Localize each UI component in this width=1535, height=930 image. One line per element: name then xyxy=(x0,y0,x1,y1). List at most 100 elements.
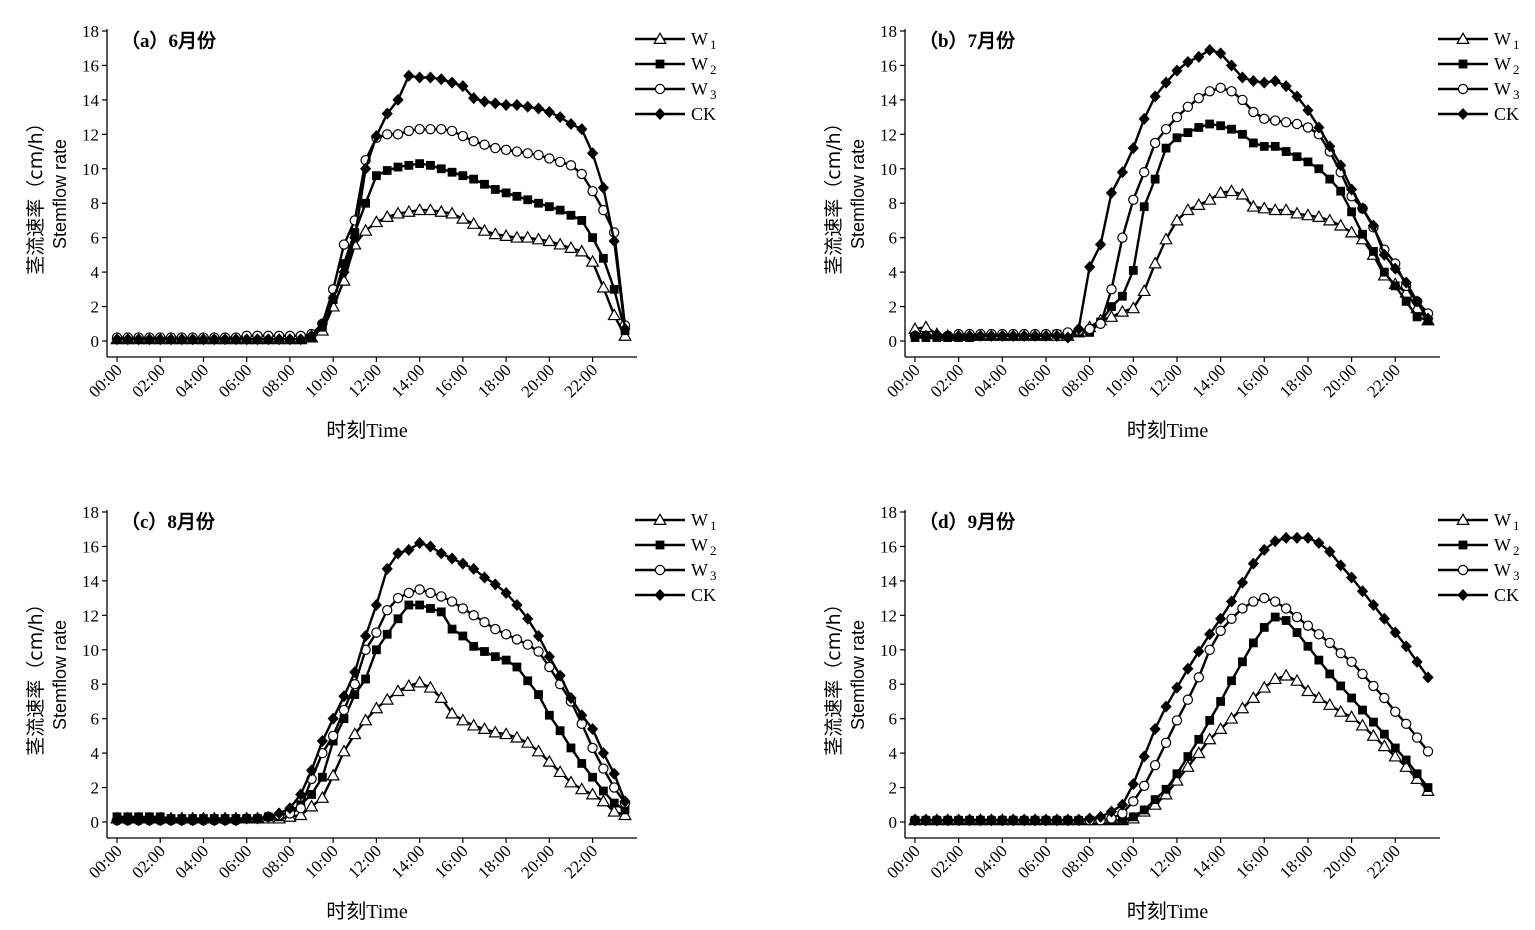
x-tick-label: 20:00 xyxy=(517,360,558,401)
data-point xyxy=(1280,117,1292,128)
data-point xyxy=(1084,323,1095,335)
data-point xyxy=(1279,669,1293,681)
data-point xyxy=(446,76,458,89)
data-point xyxy=(1401,755,1411,765)
data-point xyxy=(1336,186,1346,196)
data-point xyxy=(1215,625,1226,637)
data-point xyxy=(361,674,370,684)
data-point xyxy=(1149,137,1161,149)
x-tick-label: 10:00 xyxy=(301,360,342,401)
data-point xyxy=(1160,700,1172,713)
data-point xyxy=(500,629,512,640)
data-point xyxy=(1390,743,1400,753)
y-axis-label-en: Stemflow rate xyxy=(50,620,70,730)
data-point xyxy=(1226,613,1237,624)
data-point xyxy=(1128,796,1139,807)
data-point xyxy=(598,253,608,263)
data-point xyxy=(490,185,500,194)
y-tick-label: 6 xyxy=(889,710,898,729)
data-point xyxy=(382,129,393,140)
x-tick-label: 04:00 xyxy=(171,360,212,401)
data-point xyxy=(404,160,414,170)
y-tick-label: 18 xyxy=(880,503,897,522)
data-point xyxy=(554,156,566,168)
x-tick-label: 18:00 xyxy=(474,360,515,401)
data-point xyxy=(479,617,490,628)
x-tick-label: 10:00 xyxy=(1101,841,1142,882)
x-tick-label: 06:00 xyxy=(1014,841,1055,882)
data-point xyxy=(403,543,415,556)
y-tick-label: 0 xyxy=(91,332,100,351)
data-point xyxy=(586,147,599,160)
data-point xyxy=(1422,746,1434,757)
data-point xyxy=(1116,166,1128,179)
legend-marker xyxy=(1457,83,1469,95)
y-tick-label: 12 xyxy=(880,125,897,144)
data-point xyxy=(317,772,327,782)
data-point xyxy=(327,712,339,725)
data-point xyxy=(576,168,587,180)
x-tick-label: 00:00 xyxy=(883,841,924,882)
y-tick-label: 6 xyxy=(889,229,898,248)
x-tick-label: 00:00 xyxy=(85,360,126,401)
data-point xyxy=(607,308,621,321)
data-point xyxy=(1270,612,1280,622)
x-tick-label: 04:00 xyxy=(970,841,1011,882)
data-point xyxy=(1128,812,1138,822)
data-point xyxy=(1292,628,1302,637)
data-point xyxy=(326,769,340,781)
data-point xyxy=(1248,138,1258,148)
x-tick-label: 12:00 xyxy=(1145,360,1186,401)
data-point xyxy=(511,99,523,112)
y-tick-label: 8 xyxy=(889,194,898,213)
data-point xyxy=(1183,128,1193,138)
data-point xyxy=(501,655,511,665)
data-point xyxy=(532,102,545,115)
data-point xyxy=(1138,750,1150,763)
data-point xyxy=(1194,123,1204,132)
y-axis-label-zh: 茎流速率（cm/h） xyxy=(25,113,47,274)
data-point xyxy=(566,743,576,753)
x-tick-label: 02:00 xyxy=(128,360,169,401)
data-point xyxy=(576,123,588,136)
data-point xyxy=(500,144,512,156)
legend-label: CK xyxy=(1494,104,1519,124)
data-point xyxy=(426,160,435,170)
y-tick-label: 10 xyxy=(82,641,99,660)
data-point xyxy=(501,188,511,198)
x-tick-label: 16:00 xyxy=(431,841,472,882)
y-tick-label: 8 xyxy=(91,675,100,694)
data-point xyxy=(1127,142,1139,155)
data-point xyxy=(1412,312,1422,322)
data-point xyxy=(436,607,446,617)
data-point xyxy=(1247,74,1259,87)
data-point xyxy=(414,584,425,595)
data-point xyxy=(1215,82,1226,94)
data-point xyxy=(1358,705,1367,715)
legend-marker xyxy=(655,540,665,550)
data-point xyxy=(480,179,489,189)
data-point xyxy=(533,149,544,161)
data-point xyxy=(1280,531,1292,544)
x-tick-label: 04:00 xyxy=(970,360,1011,401)
data-point xyxy=(598,763,609,774)
x-tick-label: 16:00 xyxy=(1232,841,1273,882)
x-axis-label: 时刻Time xyxy=(1127,900,1209,923)
legend-marker xyxy=(1458,540,1468,550)
data-point xyxy=(1303,641,1313,651)
data-point xyxy=(1258,76,1270,89)
data-point xyxy=(534,690,543,699)
y-tick-label: 8 xyxy=(889,675,898,694)
series-line xyxy=(117,162,627,341)
data-point xyxy=(1248,638,1258,648)
data-point xyxy=(1368,680,1379,692)
data-point xyxy=(1139,202,1149,212)
data-point xyxy=(1324,637,1335,649)
y-tick-label: 12 xyxy=(82,125,99,144)
y-tick-label: 0 xyxy=(889,332,898,351)
